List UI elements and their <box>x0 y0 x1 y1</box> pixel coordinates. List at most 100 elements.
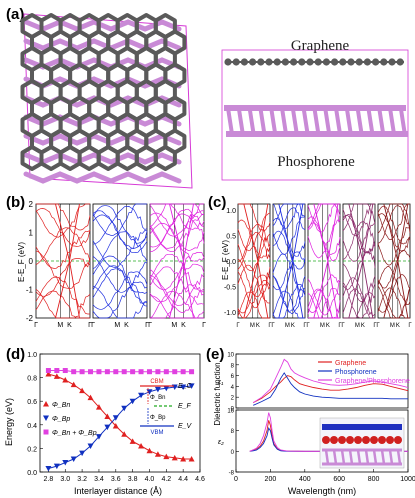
band-line <box>377 203 410 240</box>
band-line <box>342 223 376 262</box>
inset-phi-bn: Φ_Bn <box>150 395 165 401</box>
phosphorus-chain <box>23 114 182 127</box>
d-xlabel: Interlayer distance (Å) <box>74 486 162 496</box>
e-xtick: 800 <box>368 476 380 483</box>
band-line <box>342 251 376 290</box>
band-line <box>237 291 270 319</box>
d-point <box>104 413 111 420</box>
band-b-ytick: 2 <box>29 200 34 209</box>
band-line <box>92 206 148 245</box>
band-line <box>342 288 375 319</box>
band-c-xtick: Γ <box>236 323 240 329</box>
graphene-hexagon <box>153 145 177 171</box>
band-line <box>237 258 271 298</box>
band-b-xtick: Γ <box>88 322 92 329</box>
phosphorus-bond <box>355 107 364 135</box>
band-line <box>149 253 205 293</box>
e-sub-ylabel: ε₁ <box>218 379 224 386</box>
side-view-lattice <box>221 49 409 181</box>
e-series-line <box>253 372 408 406</box>
d-point <box>71 369 77 375</box>
band-line <box>92 285 148 319</box>
d-point <box>95 434 102 440</box>
band-line <box>377 287 410 319</box>
band-c-ytick: -0.5 <box>224 285 236 292</box>
d-point <box>70 381 77 388</box>
e-xtick: 400 <box>299 476 311 483</box>
band-c-ytick: 1.0 <box>226 208 236 215</box>
band-structure-c: E-E_F (eV) 1.00.50.0-0.5-1.0Γ M K Γ Γ M K Γ Γ M K Γ… <box>221 203 412 329</box>
phosphorus-chain <box>23 57 182 70</box>
band-line <box>343 291 376 319</box>
band-line <box>149 252 205 291</box>
band-c-ylabel: E-E_F (eV) <box>221 240 230 280</box>
band-b-ytick: 0 <box>29 257 34 266</box>
d-point <box>79 450 86 457</box>
phosphorus-bond <box>344 107 353 135</box>
d-ylabel: Energy (eV) <box>4 398 14 446</box>
band-c-xtick: Γ <box>341 323 345 329</box>
e-ytick: 8 <box>231 429 235 435</box>
e-legend-label: Graphene/Phosphorene <box>335 378 410 385</box>
inset-phi-bp: Φ_Bp <box>150 415 166 421</box>
d-ytick: 0.0 <box>27 470 37 477</box>
e-inset-bond <box>332 449 338 465</box>
e-series-line <box>252 375 409 404</box>
band-b-xtick: K <box>67 322 72 329</box>
phosphorus-bond <box>258 107 267 135</box>
d-xtick: 4.6 <box>195 476 205 483</box>
band-c-xtick: M <box>355 323 360 329</box>
d-point <box>79 387 86 394</box>
d-point <box>129 398 136 405</box>
e-inset-atom <box>330 436 338 444</box>
band-c-xtick: K <box>326 323 330 329</box>
d-point <box>129 438 136 444</box>
d-xtick: 3.6 <box>111 476 121 483</box>
d-xtick: 4.4 <box>178 476 188 483</box>
band-structure-b: E-E_F (eV) 210-1-2Γ M K Γ Γ M K Γ Γ M K Γ <box>17 200 206 329</box>
e-inset-atom <box>362 436 370 444</box>
e-inset-atom <box>394 436 402 444</box>
e-inset-bond <box>340 449 346 465</box>
phosphorus-bond <box>280 107 288 135</box>
e-inset-atom <box>370 436 378 444</box>
band-b-ytick: 1 <box>29 229 34 238</box>
d-point <box>172 369 178 375</box>
band-b-xtick: Γ <box>145 322 149 329</box>
e-ytick: 10 <box>227 353 234 359</box>
phosphorus-bond <box>226 107 234 135</box>
d-point <box>62 376 69 383</box>
d-point <box>104 369 110 375</box>
band-b-ytick: -1 <box>26 286 34 295</box>
d-series-line <box>48 385 192 469</box>
d-point <box>138 392 145 399</box>
band-b-xtick: Γ <box>148 322 152 329</box>
band-c-xtick: Γ <box>268 323 272 329</box>
d-point <box>130 369 136 375</box>
band-b-ylabel: E-E_F (eV) <box>17 242 26 282</box>
e-sub-ylabel: ε₂ <box>218 439 224 446</box>
e-inset-bond <box>364 449 370 465</box>
d-point <box>138 443 145 449</box>
band-line <box>149 295 205 319</box>
panel-label-b: (b) <box>6 194 26 211</box>
band-c-xtick: M <box>250 323 255 329</box>
d-xtick: 3.0 <box>60 476 70 483</box>
band-line <box>150 203 205 230</box>
d-point <box>112 415 119 421</box>
e-ytick: 16 <box>227 409 234 415</box>
band-line <box>92 281 148 319</box>
band-b-xtick: M <box>114 322 120 329</box>
band-line <box>237 231 271 270</box>
e-xlabel: Wavelength (nm) <box>288 486 356 496</box>
phosphorus-chain <box>23 152 182 165</box>
panel-label-d: (d) <box>6 346 26 363</box>
d-point <box>121 369 127 375</box>
band-line <box>377 280 411 319</box>
band-line <box>377 227 411 266</box>
e-xtick: 0 <box>234 476 238 483</box>
band-c-xtick: Γ <box>408 323 412 329</box>
graphene-label: Graphene <box>291 38 350 54</box>
d-point <box>146 369 152 375</box>
d-point <box>88 369 94 375</box>
